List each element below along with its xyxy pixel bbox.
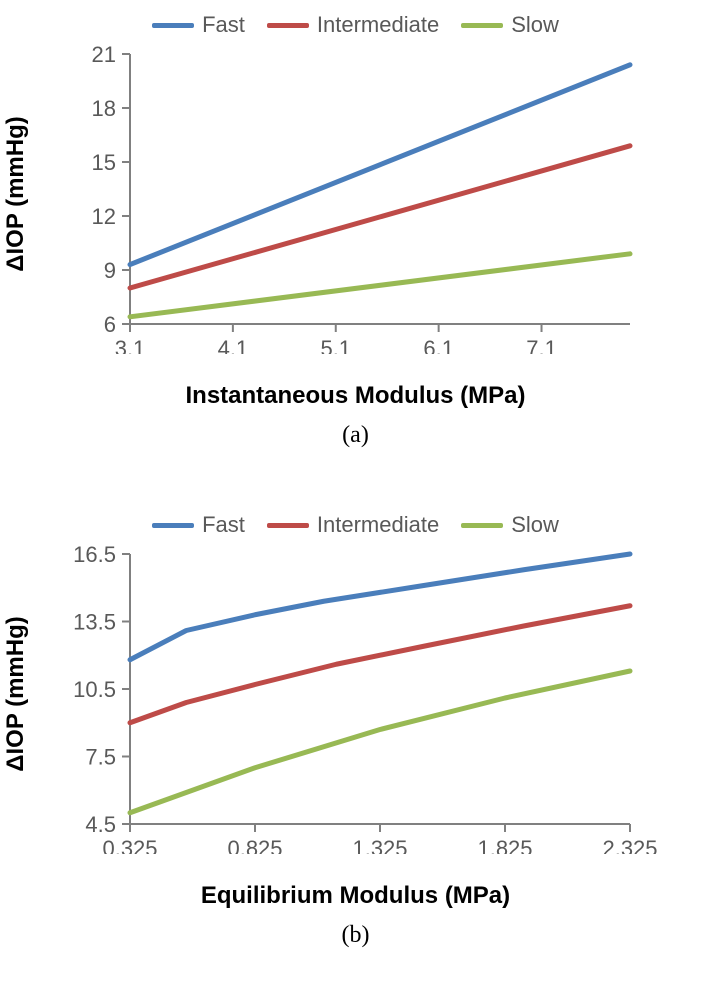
chart-a-xlabel: Instantaneous Modulus (MPa) xyxy=(50,382,661,410)
svg-text:4.1: 4.1 xyxy=(218,336,249,354)
legend-item-fast: Fast xyxy=(152,512,245,538)
legend-label-slow: Slow xyxy=(511,512,559,538)
svg-text:21: 21 xyxy=(92,44,116,67)
legend-swatch-intermediate xyxy=(267,523,309,528)
legend-swatch-slow xyxy=(461,523,503,528)
svg-text:6.1: 6.1 xyxy=(423,336,454,354)
legend-label-fast: Fast xyxy=(202,12,245,38)
legend-label-slow: Slow xyxy=(511,12,559,38)
legend-item-intermediate: Intermediate xyxy=(267,12,439,38)
chart-b-ylabel: ΔIOP (mmHg) xyxy=(2,616,30,771)
legend-item-intermediate: Intermediate xyxy=(267,512,439,538)
svg-text:7.5: 7.5 xyxy=(85,745,116,770)
legend-swatch-intermediate xyxy=(267,23,309,28)
chart-a-svg: 6 9 12 15 18 21 3.1 4.1 5.1 6.1 7.1 xyxy=(50,44,661,354)
panel-a: Fast Intermediate Slow ΔIOP (mmHg) 69121… xyxy=(50,12,661,449)
panel-b: Fast Intermediate Slow ΔIOP (mmHg) 4.57.… xyxy=(50,512,661,949)
legend-swatch-fast xyxy=(152,23,194,28)
page-root: Fast Intermediate Slow ΔIOP (mmHg) 6 9 12 1… xyxy=(0,0,711,1002)
svg-text:6: 6 xyxy=(104,312,116,337)
chart-a-ylabel: ΔIOP (mmHg) xyxy=(2,116,30,271)
svg-text:10.5: 10.5 xyxy=(73,677,116,702)
legend-item-slow: Slow xyxy=(461,12,559,38)
chart-b-plot: ΔIOP (mmHg) 4.57.510.513.516.50.3250.825… xyxy=(50,544,661,844)
chart-b-xlabel: Equilibrium Modulus (MPa) xyxy=(50,882,661,910)
chart-b-legend: Fast Intermediate Slow xyxy=(50,512,661,538)
svg-text:3.1: 3.1 xyxy=(115,336,146,354)
chart-a-caption: (a) xyxy=(50,422,661,449)
svg-text:12: 12 xyxy=(92,204,116,229)
svg-text:0.325: 0.325 xyxy=(102,836,157,854)
legend-swatch-fast xyxy=(152,523,194,528)
legend-label-fast: Fast xyxy=(202,512,245,538)
legend-swatch-slow xyxy=(461,23,503,28)
svg-text:2.325: 2.325 xyxy=(602,836,657,854)
svg-text:7.1: 7.1 xyxy=(526,336,557,354)
svg-text:15: 15 xyxy=(92,150,116,175)
legend-label-intermediate: Intermediate xyxy=(317,12,439,38)
chart-b-svg: 4.5 7.5 10.5 13.5 16.5 0.325 0.825 1.325 1.825 2.… xyxy=(50,544,661,854)
svg-text:9: 9 xyxy=(104,258,116,283)
svg-text:18: 18 xyxy=(92,96,116,121)
svg-text:16.5: 16.5 xyxy=(73,544,116,567)
svg-text:5.1: 5.1 xyxy=(320,336,351,354)
chart-a-legend: Fast Intermediate Slow xyxy=(50,12,661,38)
chart-b-caption: (b) xyxy=(50,922,661,949)
legend-item-fast: Fast xyxy=(152,12,245,38)
legend-item-slow: Slow xyxy=(461,512,559,538)
svg-text:0.825: 0.825 xyxy=(227,836,282,854)
chart-a-plot: ΔIOP (mmHg) 69121518213.14.15.16.17.1 xyxy=(50,44,661,344)
svg-text:13.5: 13.5 xyxy=(73,610,116,635)
svg-text:1.825: 1.825 xyxy=(477,836,532,854)
svg-text:1.325: 1.325 xyxy=(352,836,407,854)
legend-label-intermediate: Intermediate xyxy=(317,512,439,538)
svg-text:4.5: 4.5 xyxy=(85,812,116,837)
